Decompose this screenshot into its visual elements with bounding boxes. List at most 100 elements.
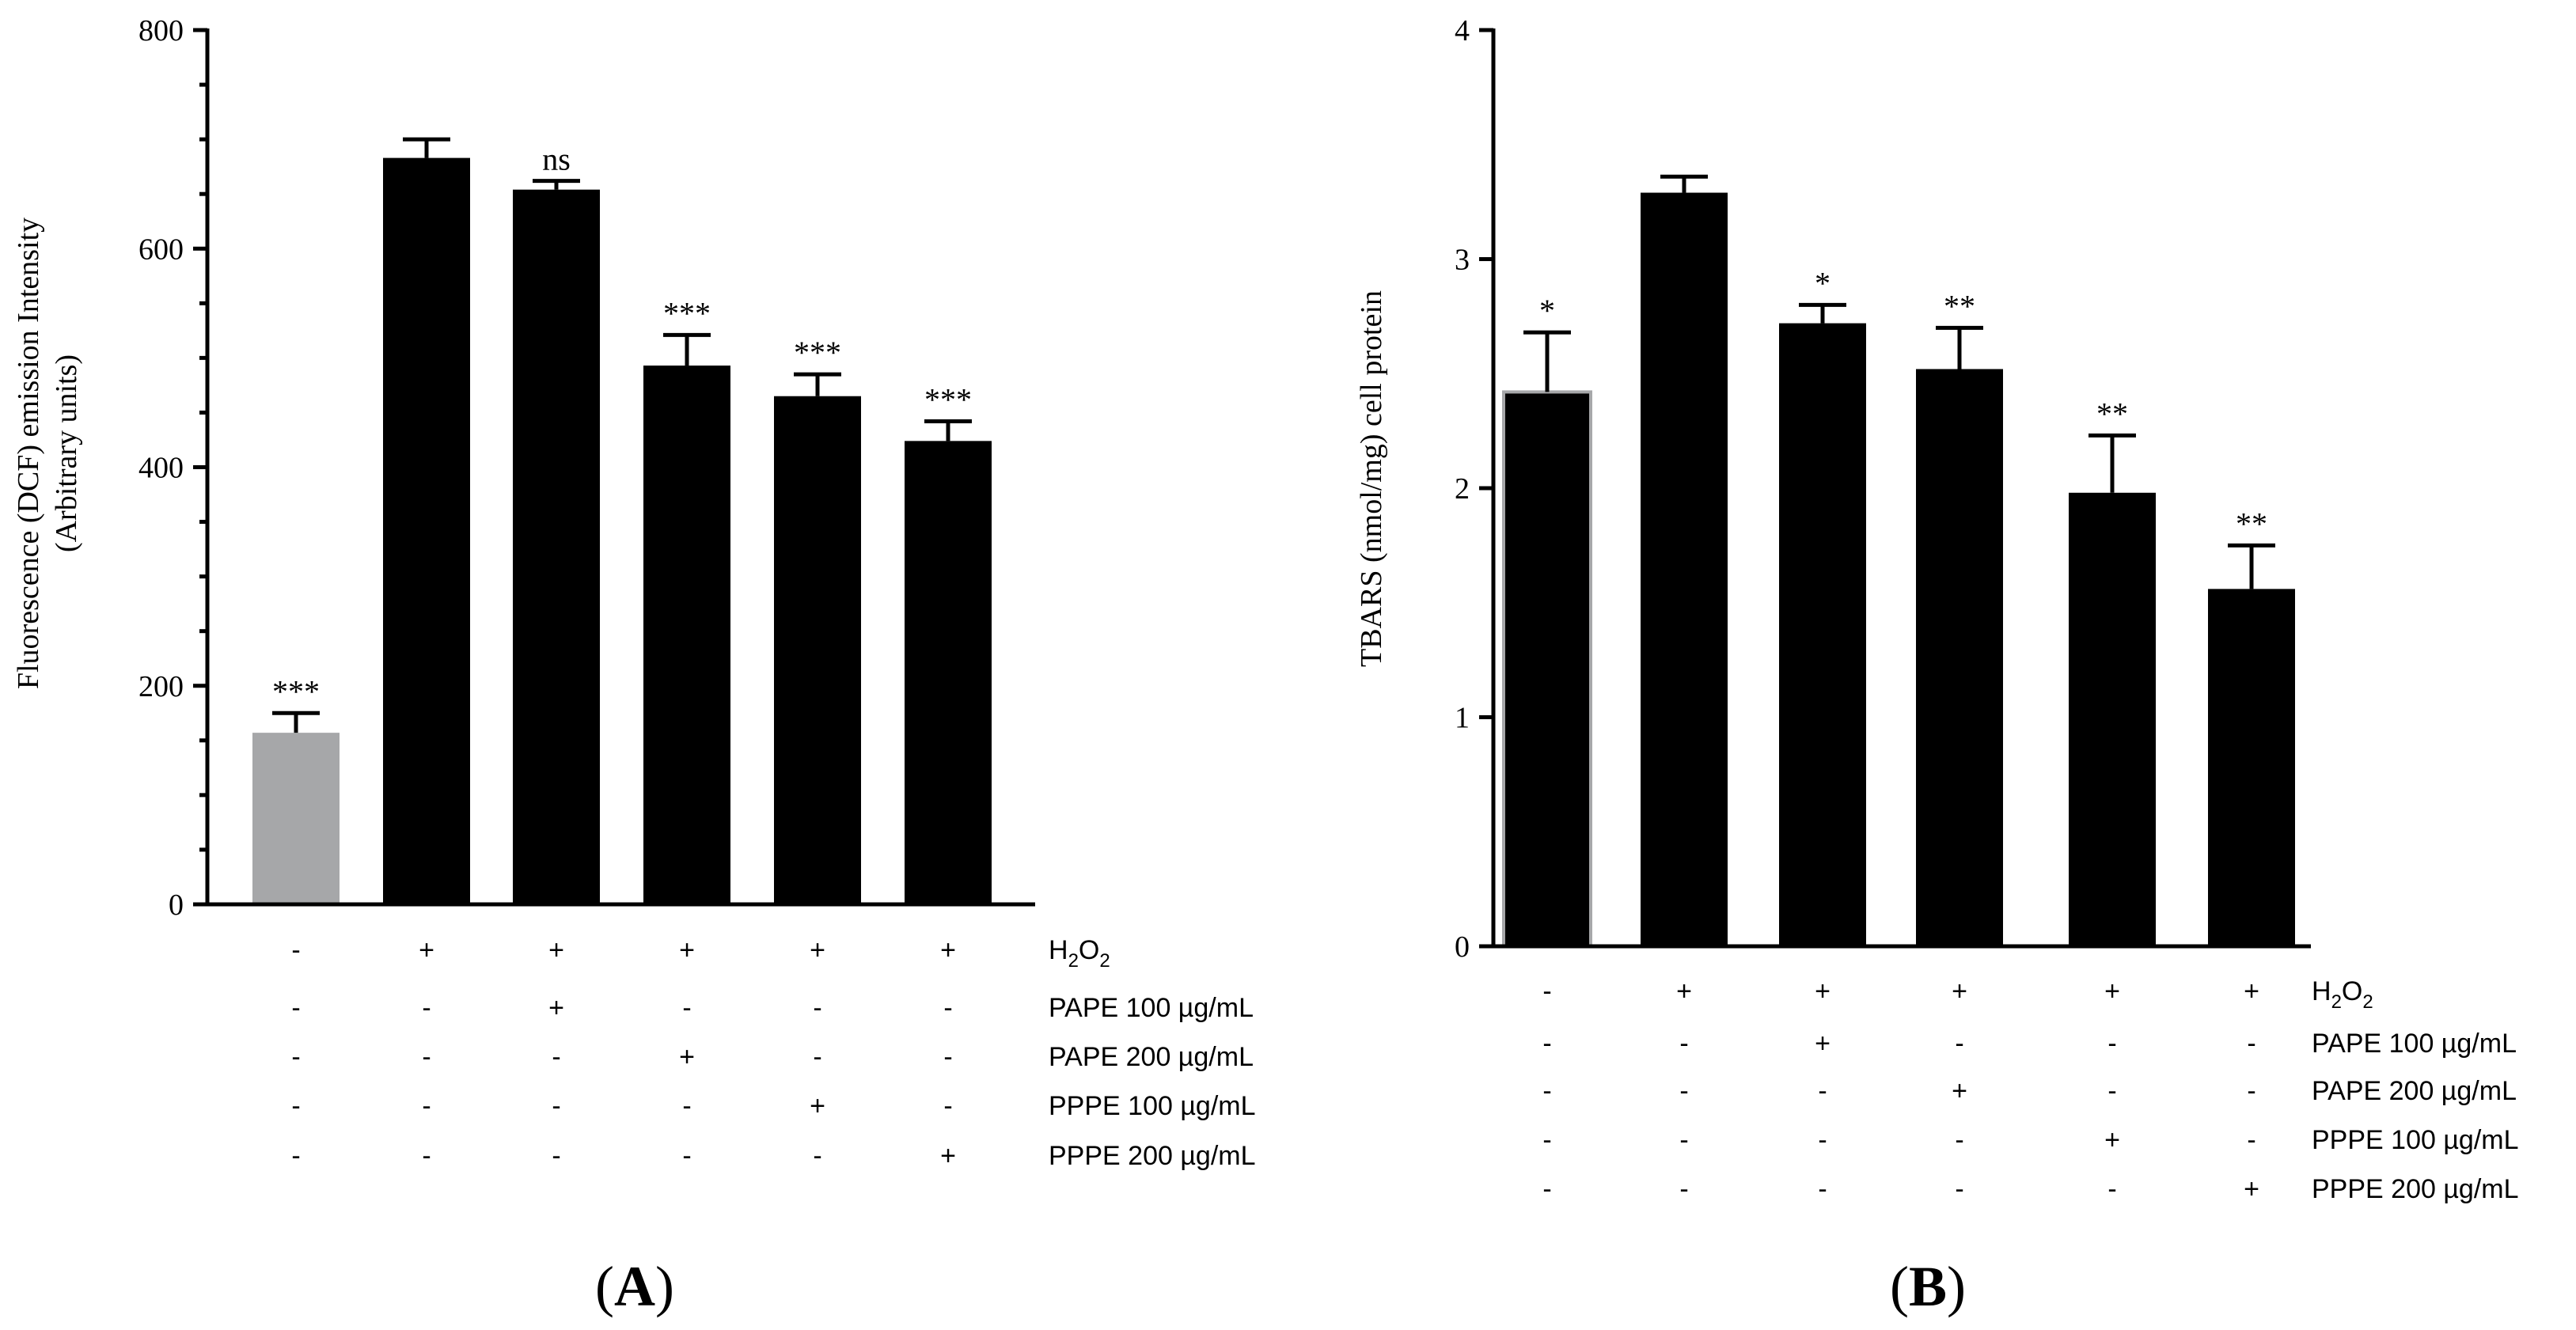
- panel-b-condition-label-2: PAPE 100 µg/mL: [2312, 1029, 2517, 1059]
- panel-a-condition-mark: -: [813, 1141, 821, 1171]
- panel-b-condition-mark: +: [1815, 976, 1831, 1006]
- panel-b-condition-mark: -: [1542, 1076, 1551, 1106]
- panel-a-bar-5: [774, 396, 861, 904]
- panel-a-error-bar-5: [794, 372, 841, 396]
- panel-a-condition-mark: -: [813, 993, 821, 1023]
- panel-a-condition-mark: +: [419, 935, 434, 965]
- panel-b-y-tick-label: 0: [1455, 930, 1470, 964]
- panel-b-bar-4: [1916, 369, 2003, 947]
- panel-a-significance-4: ***: [663, 295, 711, 331]
- panel-a-condition-label-1: H2O2: [1049, 935, 1110, 972]
- panel-a-bar-3: [513, 189, 600, 905]
- panel-b-bar-3: [1779, 323, 1866, 946]
- panel-a-condition-mark: +: [940, 935, 956, 965]
- panel-b-significance-4: **: [1944, 288, 1975, 324]
- panel-a-condition-mark: -: [291, 1141, 300, 1171]
- panel-a-error-bar-4: [663, 332, 711, 366]
- panel-a-bar-1: [252, 733, 340, 904]
- panel-b-condition-mark: -: [1542, 976, 1551, 1006]
- panel-b-axes: [1491, 28, 2311, 949]
- panel-a-condition-mark: +: [940, 1141, 956, 1171]
- panel-a-y-tick-label: 400: [138, 452, 184, 485]
- panel-a-condition-mark: -: [552, 1141, 560, 1171]
- panel-a-significance-6: ***: [924, 381, 972, 417]
- panel-a-chart: 0 200 400 600 800 *** ns *** *** *** - + + + + + H2O2 -…: [12, 14, 1256, 1171]
- panel-a-error-bar-2: [403, 137, 450, 158]
- panel-a-condition-mark: -: [552, 1091, 560, 1121]
- panel-a-condition-mark: -: [552, 1042, 560, 1072]
- panel-a-condition-mark: -: [943, 1091, 952, 1121]
- panel-a-error-bar-3: [533, 179, 580, 190]
- panel-a-condition-label-4: PPPE 100 µg/mL: [1049, 1091, 1256, 1121]
- panel-b-y-tick-label: 4: [1455, 14, 1470, 47]
- panel-a-condition-mark: -: [813, 1042, 821, 1072]
- panel-a-condition-mark: -: [422, 1091, 431, 1121]
- panel-b-condition-mark: -: [1679, 1029, 1688, 1059]
- panel-b-condition-mark: +: [1676, 976, 1692, 1006]
- panel-b-bar-5: [2069, 492, 2156, 946]
- panel-b-condition-mark: -: [2107, 1076, 2116, 1106]
- panel-b-condition-mark: +: [2104, 976, 2120, 1006]
- panel-b-condition-mark: -: [1818, 1076, 1827, 1106]
- panel-b-condition-label-1: H2O2: [2312, 976, 2373, 1013]
- panel-a-error-bar-1: [272, 710, 320, 733]
- panel-a-y-tick-label: 800: [138, 14, 184, 47]
- panel-b-condition-mark: -: [1542, 1029, 1551, 1059]
- panel-b-condition-mark: +: [2104, 1125, 2120, 1155]
- panel-b-condition-mark: -: [1542, 1174, 1551, 1204]
- panel-a-condition-mark: +: [810, 1091, 825, 1121]
- panel-a-condition-mark: +: [548, 935, 564, 965]
- panel-b-condition-mark: -: [1542, 1125, 1551, 1155]
- panel-a-significance-3: ns: [542, 142, 571, 177]
- panel-b-label-close: ): [1947, 1255, 1966, 1318]
- panel-b-condition-mark: -: [1679, 1076, 1688, 1106]
- panel-b-significance-1: *: [1539, 293, 1555, 328]
- panel-a-bar-2: [383, 157, 470, 904]
- panel-a-significance-5: ***: [794, 335, 841, 370]
- panel-a-condition-mark: -: [943, 993, 952, 1023]
- panel-b-significance-3: *: [1815, 265, 1831, 301]
- panel-a-condition-mark: +: [679, 1042, 695, 1072]
- panel-b-error-bar-2: [1660, 174, 1708, 193]
- panel-a-y-axis-label-units: (Arbitrary units): [50, 354, 83, 552]
- panel-b-label-letter: B: [1909, 1255, 1947, 1318]
- panel-b-bar-2: [1641, 192, 1728, 947]
- panel-a-bar-6: [905, 441, 992, 904]
- panel-a-condition-mark: -: [422, 1042, 431, 1072]
- panel-b-error-bar-1: [1523, 330, 1571, 392]
- panel-a-condition-label-3: PAPE 200 µg/mL: [1049, 1042, 1254, 1072]
- panel-b-condition-label-3: PAPE 200 µg/mL: [2312, 1076, 2517, 1106]
- panel-b-condition-mark: -: [2247, 1125, 2255, 1155]
- panel-b-error-bar-6: [2228, 543, 2275, 589]
- panel-a-condition-label-5: PPPE 200 µg/mL: [1049, 1141, 1256, 1171]
- panel-b-label: (B): [1890, 1255, 1966, 1318]
- panel-b-label-open: (: [1890, 1255, 1909, 1318]
- panel-a-error-bar-6: [924, 419, 972, 441]
- panel-b-condition-mark: -: [2247, 1076, 2255, 1106]
- panel-a-label: (A): [595, 1255, 674, 1318]
- panel-a-label-open: (: [595, 1255, 614, 1318]
- panel-b-condition-mark: -: [1818, 1174, 1827, 1204]
- panel-a-y-axis-label: Fluorescence (DCF) emission Intensity: [12, 218, 45, 689]
- panel-b-error-bar-4: [1936, 325, 1983, 369]
- panel-a-condition-mark: -: [422, 993, 431, 1023]
- panel-a-condition-mark: -: [422, 1141, 431, 1171]
- panel-a-significance-1: ***: [272, 673, 320, 709]
- panel-a-condition-mark: -: [682, 1141, 691, 1171]
- panel-a-condition-mark: -: [943, 1042, 952, 1072]
- panel-b-condition-mark: +: [1815, 1029, 1831, 1059]
- panel-b-condition-mark: -: [2107, 1029, 2116, 1059]
- panel-a-condition-mark: -: [291, 1091, 300, 1121]
- panel-a-label-letter: A: [614, 1255, 655, 1318]
- panel-a-condition-mark: -: [291, 1042, 300, 1072]
- panel-a-y-tick-label: 200: [138, 670, 184, 703]
- panel-a-condition-mark: -: [682, 1091, 691, 1121]
- panel-a-condition-mark: +: [810, 935, 825, 965]
- panel-b-y-tick-label: 1: [1455, 702, 1470, 735]
- panel-a-condition-mark: -: [682, 993, 691, 1023]
- panel-b-condition-mark: -: [2107, 1174, 2116, 1204]
- panel-a-condition-mark: -: [291, 935, 300, 965]
- panel-b-condition-label-5: PPPE 200 µg/mL: [2312, 1174, 2519, 1204]
